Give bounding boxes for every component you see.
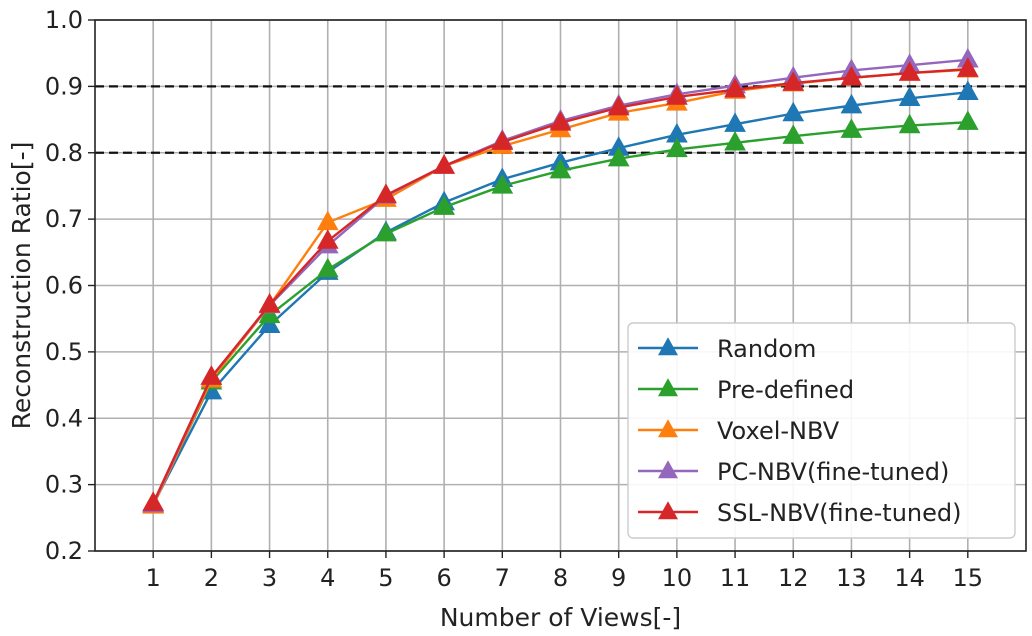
data-point-marker [782, 71, 805, 91]
legend-item: Pre-defined [638, 376, 854, 404]
data-point-marker [666, 137, 688, 158]
y-tick-label: 0.9 [45, 72, 83, 100]
data-point-marker [956, 57, 979, 77]
x-tick-label: 15 [953, 564, 984, 592]
legend-marker [658, 337, 678, 356]
legend-item: Random [638, 335, 816, 363]
data-point-marker [491, 130, 514, 150]
data-point-marker [549, 158, 572, 179]
legend-marker [658, 378, 678, 397]
legend-item: PC-NBV(fine-tuned) [638, 458, 949, 486]
x-tick-label: 10 [662, 564, 693, 592]
data-point-marker [549, 111, 572, 131]
legend-label: Voxel-NBV [717, 417, 840, 445]
x-tick-label: 9 [611, 564, 626, 592]
data-point-marker [316, 229, 339, 249]
data-point-marker [607, 95, 630, 116]
data-point-marker [898, 61, 921, 81]
data-point-marker [782, 124, 805, 144]
data-point-marker [258, 313, 281, 334]
y-axis-ticks: 0.2 0.3 0.4 0.5 0.6 0.7 0.8 0.9 1.0 [45, 6, 95, 565]
data-point-marker [433, 154, 455, 174]
data-point-marker [666, 85, 688, 105]
x-tick-label: 8 [553, 564, 568, 592]
legend-label: Random [717, 335, 816, 363]
data-point-marker [316, 257, 339, 278]
y-tick-label: 0.6 [45, 272, 83, 300]
data-point-marker [840, 93, 863, 114]
x-tick-label: 11 [720, 564, 751, 592]
data-point-marker [898, 113, 921, 134]
legend-item: Voxel-NBV [638, 417, 840, 445]
y-tick-label: 0.8 [45, 139, 83, 167]
x-tick-label: 3 [262, 564, 277, 592]
data-point-marker [782, 101, 805, 122]
y-tick-label: 0.3 [45, 471, 83, 499]
data-point-marker [433, 195, 455, 215]
x-tick-label: 13 [836, 564, 867, 592]
legend-marker [658, 501, 678, 520]
x-axis-ticks: 1 2 3 4 5 6 7 8 9 10 11 12 13 14 15 [146, 551, 984, 592]
data-point-marker [724, 77, 746, 98]
y-tick-label: 0.5 [45, 338, 83, 366]
data-point-marker [724, 130, 746, 151]
y-axis-title: Reconstruction Ratio[-] [7, 142, 36, 430]
data-point-marker [898, 86, 921, 107]
data-point-marker [142, 491, 165, 511]
data-point-marker [956, 110, 979, 130]
legend-marker [658, 460, 678, 479]
x-tick-label: 7 [495, 564, 510, 592]
data-point-marker [200, 365, 223, 385]
data-point-marker [258, 292, 281, 313]
x-tick-label: 5 [378, 564, 393, 592]
data-point-marker [840, 118, 863, 138]
data-point-marker [491, 174, 514, 194]
y-tick-label: 0.2 [45, 537, 83, 565]
legend-label: SSL-NBV(fine-tuned) [717, 499, 962, 527]
legend-marker [658, 419, 678, 438]
legend-box [627, 322, 1016, 539]
data-point-marker [607, 146, 630, 167]
data-point-marker [956, 80, 979, 101]
data-point-marker [375, 221, 397, 242]
legend: Random Pre-defined Voxel-NBV PC-NBV(fine-tu… [627, 322, 1016, 539]
x-axis-title: Number of Views[-] [440, 603, 681, 632]
x-tick-label: 4 [320, 564, 335, 592]
y-tick-label: 0.4 [45, 404, 83, 432]
data-point-marker [840, 65, 863, 86]
y-tick-label: 1.0 [45, 6, 83, 34]
series-layer [142, 47, 979, 514]
x-tick-label: 6 [436, 564, 451, 592]
x-tick-label: 12 [778, 564, 809, 592]
x-tick-label: 14 [894, 564, 925, 592]
legend-label: PC-NBV(fine-tuned) [717, 458, 949, 486]
legend-item: SSL-NBV(fine-tuned) [638, 499, 962, 527]
legend-label: Pre-defined [717, 376, 854, 404]
x-tick-label: 1 [146, 564, 161, 592]
x-tick-label: 2 [204, 564, 219, 592]
data-point-marker [375, 183, 397, 203]
y-tick-label: 0.7 [45, 205, 83, 233]
series-ssl-nbv-fine-tuned [142, 57, 979, 511]
